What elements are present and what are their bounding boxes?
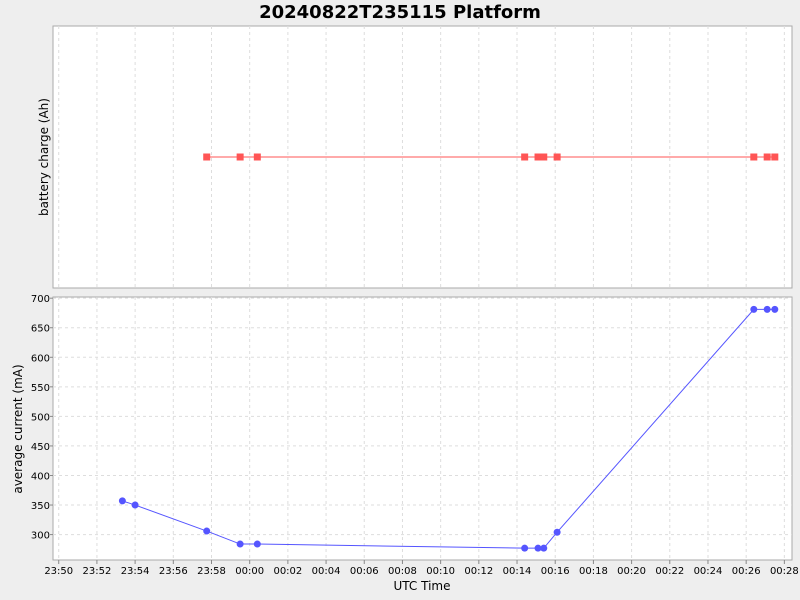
battery-charge-data-point (203, 153, 211, 161)
average-current-data-point (521, 544, 529, 552)
average-current-y-axis: 300 350 400 450 500 550 600 650 700 (31, 294, 53, 542)
average-current-data-point (236, 540, 244, 548)
x-tick-label: 00:06 (350, 566, 379, 577)
x-tick-label: 00:08 (388, 566, 417, 577)
x-tick-label: 23:52 (83, 566, 112, 577)
battery-charge-y-axis-label: battery charge (Ah) (37, 98, 51, 216)
average-current-data-point (253, 540, 261, 548)
average-current-y-tick-label: 700 (31, 294, 50, 305)
average-current-y-axis-label: average current (mA) (11, 364, 25, 493)
battery-charge-data-point (534, 153, 542, 161)
average-current-y-tick-label: 450 (31, 442, 50, 453)
average-current-data-point (534, 544, 542, 552)
x-tick-label: 00:10 (426, 566, 455, 577)
x-tick-label: 00:12 (464, 566, 493, 577)
x-axis-label: UTC Time (394, 579, 451, 593)
chart-title: 20240822T235115 Platform (259, 2, 541, 23)
battery-charge-panel: battery charge (Ah) (37, 25, 793, 289)
battery-charge-data-point (771, 153, 779, 161)
average-current-y-tick-label: 350 (31, 501, 50, 512)
average-current-data-point (750, 305, 758, 313)
x-tick-label: 00:16 (541, 566, 570, 577)
x-tick-label: 00:18 (579, 566, 608, 577)
x-tick-label: 00:14 (503, 566, 532, 577)
battery-charge-data-point (540, 153, 548, 161)
average-current-data-point (203, 527, 211, 535)
battery-charge-grid (58, 26, 785, 288)
x-tick-label: 00:28 (770, 566, 799, 577)
average-current-y-tick-label: 550 (31, 383, 50, 394)
x-tick-label: 23:50 (44, 566, 73, 577)
x-tick-label: 23:54 (121, 566, 150, 577)
average-current-grid (53, 297, 792, 560)
average-current-series (118, 305, 779, 552)
average-current-y-tick-label: 650 (31, 324, 50, 335)
x-tick-label: 00:24 (694, 566, 723, 577)
average-current-data-point (118, 497, 126, 505)
battery-charge-data-point (253, 153, 261, 161)
x-tick-label: 23:56 (159, 566, 188, 577)
average-current-y-tick-label: 400 (31, 471, 50, 482)
x-tick-label: 00:02 (273, 566, 302, 577)
average-current-data-point (553, 528, 561, 536)
x-tick-label: 00:22 (655, 566, 684, 577)
battery-charge-data-point (750, 153, 758, 161)
battery-charge-data-point (236, 153, 244, 161)
average-current-y-tick-label: 300 (31, 531, 50, 542)
x-tick-label: 00:04 (312, 566, 341, 577)
battery-charge-data-point (521, 153, 529, 161)
average-current-y-tick-label: 600 (31, 353, 50, 364)
x-tick-label: 00:26 (732, 566, 761, 577)
average-current-data-point (131, 501, 139, 509)
x-tick-label: 00:20 (617, 566, 646, 577)
average-current-data-point (763, 305, 771, 313)
battery-charge-data-point (553, 153, 561, 161)
battery-charge-series (203, 153, 779, 161)
average-current-plot-area (52, 296, 793, 561)
average-current-data-point (540, 544, 548, 552)
x-tick-label: 00:00 (235, 566, 264, 577)
average-current-y-tick-label: 500 (31, 412, 50, 423)
average-current-data-point (771, 305, 779, 313)
x-tick-label: 23:58 (197, 566, 226, 577)
x-axis: 23:50 23:52 23:54 23:56 23:58 00:00 00:02 00:04… (44, 560, 799, 577)
average-current-panel: 300 350 400 450 500 550 600 650 700 average curr… (11, 294, 793, 561)
battery-charge-data-point (763, 153, 771, 161)
